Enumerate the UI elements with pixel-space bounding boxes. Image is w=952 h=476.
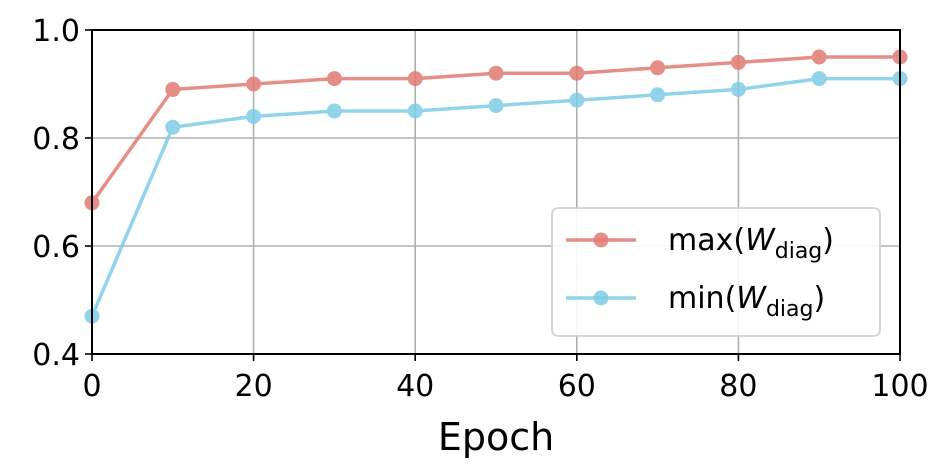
legend-entry: min(Wdiag) xyxy=(566,281,825,322)
data-point xyxy=(165,81,181,97)
tick-labels: 0 20 40 60 80 100 0.4 0.6 0.8 1.0 xyxy=(32,14,928,404)
x-axis-label: Epoch xyxy=(438,415,554,459)
data-point xyxy=(165,119,181,135)
legend-marker xyxy=(593,232,609,248)
data-point xyxy=(407,103,423,119)
data-point xyxy=(811,71,827,87)
legend: max(Wdiag) min(Wdiag) xyxy=(551,207,881,337)
data-point xyxy=(569,65,585,81)
data-point xyxy=(246,76,262,92)
data-point xyxy=(650,60,666,76)
data-point xyxy=(811,49,827,65)
data-point xyxy=(246,108,262,124)
data-point xyxy=(650,87,666,103)
data-point xyxy=(730,54,746,70)
x-tick-label: 60 xyxy=(558,369,596,404)
data-point xyxy=(407,71,423,87)
legend-entry: max(Wdiag) xyxy=(566,223,834,264)
plot-frame xyxy=(91,29,901,355)
data-point xyxy=(488,65,504,81)
x-tick-label: 0 xyxy=(82,369,101,404)
y-tick-label: 0.4 xyxy=(32,338,80,373)
y-tick-label: 0.6 xyxy=(32,230,80,265)
legend-label: min(Wdiag) xyxy=(668,281,825,322)
x-tick-label: 20 xyxy=(235,369,273,404)
legend-marker xyxy=(593,290,609,306)
y-tick-label: 1.0 xyxy=(32,14,80,49)
series-0 xyxy=(84,49,908,211)
data-point xyxy=(730,81,746,97)
data-point xyxy=(326,103,342,119)
x-tick-label: 40 xyxy=(396,369,434,404)
x-tick-label: 100 xyxy=(871,369,928,404)
data-point xyxy=(488,98,504,114)
legend-label: max(Wdiag) xyxy=(668,223,834,264)
data-point xyxy=(326,71,342,87)
x-tick-label: 80 xyxy=(719,369,757,404)
data-point xyxy=(569,92,585,108)
y-tick-label: 0.8 xyxy=(32,122,80,157)
